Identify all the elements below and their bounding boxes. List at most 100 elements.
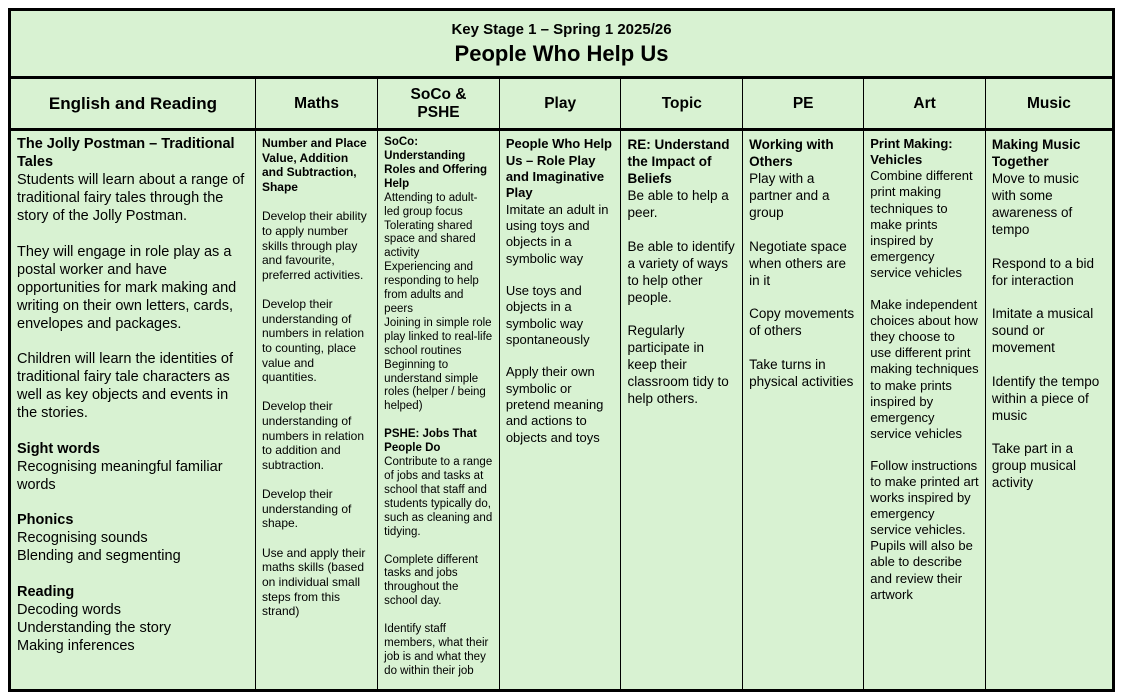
paragraph-spacer <box>262 531 371 546</box>
paragraph-spacer <box>749 339 857 355</box>
cell-paragraph: Combine different print making technique… <box>870 168 973 281</box>
cell-paragraph: Negotiate space when others are in it <box>749 238 847 288</box>
cell-heading: Working with Others <box>749 137 834 170</box>
paragraph-spacer <box>262 282 371 297</box>
cell-paragraph: Take part in a group musical activity <box>991 441 1076 491</box>
paragraph-spacer <box>870 442 979 458</box>
cell-heading: Phonics <box>17 512 74 529</box>
column-cell-music: Making Music Together Move to music with … <box>986 131 1112 689</box>
cell-paragraph: Recognising meaningful familiar words <box>17 458 223 493</box>
paragraph-spacer <box>17 423 249 441</box>
cell-paragraph: Make independent choices about how they … <box>870 296 979 441</box>
paragraph-spacer <box>384 540 493 554</box>
cell-paragraph: Use and apply their maths skills (based … <box>261 545 366 619</box>
curriculum-table: Key Stage 1 – Spring 1 2025/26 People Wh… <box>8 8 1115 692</box>
column-cell-topic: RE: Understand the Impact of Beliefs Be a… <box>621 131 744 689</box>
cell-paragraph: Respond to a bid for interaction <box>991 255 1094 288</box>
column-cell-art: Print Making: Vehicles Combine different … <box>864 131 986 689</box>
cell-heading: Making Music Together <box>991 137 1081 170</box>
column-header-play: Play <box>500 79 622 129</box>
paragraph-spacer <box>749 221 857 237</box>
cell-paragraph: Attending to adult-led group focus <box>384 191 478 218</box>
cell-paragraph: Develop their ability to apply number sk… <box>261 209 367 282</box>
cell-paragraph: Identify the tempo within a piece of mus… <box>991 373 1100 423</box>
cell-paragraph: Play with a partner and a group <box>749 171 830 221</box>
cell-paragraph: Develop their understanding of numbers i… <box>261 399 365 472</box>
column-header-music: Music <box>1026 94 1071 112</box>
column-cell-maths: Number and Place Value, Addition and Sub… <box>256 131 379 689</box>
paragraph-spacer <box>17 226 249 244</box>
cell-paragraph: Complete different tasks and jobs throug… <box>384 553 478 608</box>
paragraph-spacer <box>262 385 371 400</box>
cell-paragraph: Move to music with some awareness of tem… <box>991 171 1079 238</box>
paragraph-spacer <box>627 306 736 322</box>
paragraph-spacer <box>992 238 1106 254</box>
cell-paragraph: Be able to help a peer. <box>627 188 729 221</box>
cell-paragraph: Imitate an adult in using toys and objec… <box>505 201 609 266</box>
paragraph-spacer <box>870 281 979 297</box>
paragraph-spacer <box>384 414 493 428</box>
column-header-english-and-reading: English and Reading <box>11 79 256 129</box>
cell-paragraph: Use toys and objects in a symbolic way s… <box>505 283 590 348</box>
paragraph-spacer <box>992 289 1106 305</box>
column-header-pe: PE <box>743 79 865 129</box>
header-row: English and Reading Maths SoCo & PSHE Play T… <box>11 79 1112 132</box>
cell-paragraph: Copy movements of others <box>749 306 855 339</box>
cell-paragraph: Develop their understanding of numbers i… <box>261 297 365 385</box>
body-row: The Jolly Postman – Traditional Tales Stu… <box>11 131 1112 689</box>
column-header-art: Art <box>864 79 986 129</box>
paragraph-spacer <box>992 424 1106 440</box>
column-header-soco-pshe: SoCo & PSHE <box>378 79 500 129</box>
cell-paragraph: Decoding words <box>17 601 121 618</box>
cell-heading: Number and Place Value, Addition and Sub… <box>261 136 367 195</box>
paragraph-spacer <box>749 289 857 305</box>
cell-paragraph: Recognising sounds <box>17 530 148 547</box>
cell-paragraph: Blending and segmenting <box>17 548 181 565</box>
paragraph-spacer <box>627 221 736 237</box>
cell-paragraph: Contribute to a range of jobs and tasks … <box>384 456 493 538</box>
column-cell-english-and-reading: The Jolly Postman – Traditional Tales Stu… <box>11 131 256 689</box>
column-cell-pe: Working with Others Play with a partner a… <box>743 131 865 689</box>
cell-paragraph: Tolerating shared space and shared activ… <box>384 219 476 260</box>
table-title: Key Stage 1 – Spring 1 2025/26 People Wh… <box>11 11 1112 80</box>
column-cell-play: People Who Help Us – Role Play and Imagi… <box>500 131 622 689</box>
paragraph-spacer <box>992 356 1106 372</box>
cell-paragraph: Beginning to understand simple roles (he… <box>384 358 486 413</box>
cell-paragraph: Students will learn about a range of tra… <box>17 172 245 225</box>
cell-paragraph: Making inferences <box>17 637 135 654</box>
cell-paragraph: They will engage in role play as a posta… <box>17 243 237 332</box>
paragraph-spacer <box>17 334 249 352</box>
cell-paragraph: Identify staff members, what their job i… <box>384 623 489 677</box>
paragraph-spacer <box>17 495 249 513</box>
title-topic: People Who Help Us <box>454 40 669 66</box>
cell-heading: The Jolly Postman – Traditional Tales <box>17 136 235 171</box>
column-header-topic: Topic <box>621 79 744 129</box>
column-header-maths: Maths <box>256 79 379 129</box>
cell-heading: People Who Help Us – Role Play and Imagi… <box>505 136 612 201</box>
cell-paragraph: Develop their understanding of shape. <box>261 487 352 531</box>
cell-heading: Sight words <box>17 440 100 457</box>
cell-heading: PSHE: Jobs That People Do <box>384 428 477 455</box>
paragraph-spacer <box>262 195 371 210</box>
cell-paragraph: Regularly participate in keep their clas… <box>627 323 729 407</box>
cell-heading: Reading <box>17 583 75 600</box>
cell-paragraph: Joining in simple role play linked to re… <box>384 316 493 357</box>
paragraph-spacer <box>262 473 371 488</box>
paragraph-spacer <box>506 349 615 365</box>
column-cell-soco-pshe: SoCo: Understanding Roles and Offering H… <box>378 131 500 689</box>
cell-paragraph: Apply their own symbolic or pretend mean… <box>505 364 604 445</box>
paragraph-spacer <box>17 566 249 584</box>
cell-heading: SoCo: Understanding Roles and Offering H… <box>384 136 488 190</box>
paragraph-spacer <box>384 609 493 623</box>
paragraph-spacer <box>506 267 615 283</box>
cell-paragraph: Experiencing and responding to help from… <box>384 261 479 316</box>
title-term: Key Stage 1 – Spring 1 2025/26 <box>451 21 672 38</box>
cell-paragraph: Be able to identify a variety of ways to… <box>627 238 735 305</box>
cell-paragraph: Imitate a musical sound or movement <box>991 306 1094 356</box>
cell-paragraph: Understanding the story <box>17 619 171 636</box>
cell-heading: RE: Understand the Impact of Beliefs <box>627 137 730 187</box>
cell-paragraph: Children will learn the identities of tr… <box>17 351 233 422</box>
cell-paragraph: Take turns in physical activities <box>749 356 854 389</box>
cell-paragraph: Follow instructions to make printed art … <box>870 457 979 602</box>
